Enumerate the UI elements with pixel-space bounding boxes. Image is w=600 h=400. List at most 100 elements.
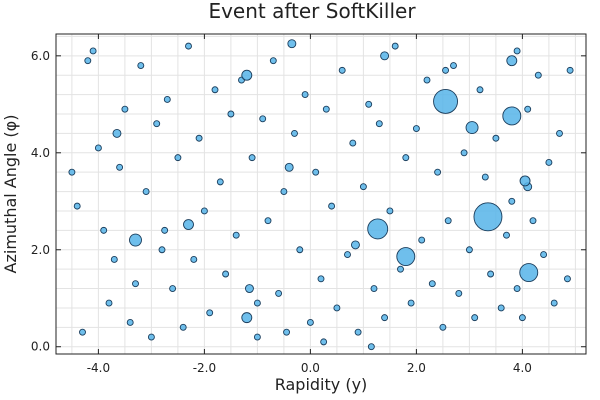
data-point — [129, 233, 142, 247]
data-point — [73, 202, 81, 210]
data-point — [412, 125, 420, 132]
data-point — [94, 144, 102, 152]
data-point — [418, 236, 426, 244]
data-point — [100, 226, 108, 234]
data-point — [524, 105, 532, 113]
data-point — [473, 202, 503, 232]
x-axis-label: Rapidity (y) — [275, 375, 368, 394]
axis-ticks: -4.0 -2.0 0.0 2.0 4.0 0.0 2.0 4.0 6.0 — [31, 34, 586, 375]
data-point — [241, 69, 253, 81]
data-point — [502, 106, 522, 126]
data-point — [487, 270, 495, 278]
data-point — [434, 168, 442, 176]
y-tick-label: 2.0 — [31, 243, 50, 257]
data-point — [306, 319, 314, 326]
x-tick-label: -4.0 — [87, 361, 110, 375]
data-point — [354, 328, 362, 336]
data-point — [126, 319, 134, 326]
y-tick-label: 4.0 — [31, 146, 50, 160]
data-point — [556, 129, 563, 137]
data-point — [322, 105, 330, 113]
data-point — [566, 66, 574, 74]
data-point — [275, 289, 283, 297]
data-point — [195, 134, 203, 142]
data-point — [397, 265, 404, 273]
data-point — [147, 333, 155, 341]
data-point — [481, 173, 489, 181]
data-point — [370, 285, 378, 292]
data-point — [367, 218, 389, 240]
data-point — [476, 86, 484, 94]
data-point — [283, 328, 290, 336]
data-point — [367, 343, 375, 351]
data-point — [455, 289, 463, 297]
data-point — [386, 207, 394, 215]
data-point — [121, 105, 129, 113]
data-point — [344, 251, 351, 259]
data-point — [110, 256, 118, 263]
data-point — [519, 175, 531, 187]
data-point — [380, 51, 390, 61]
y-tick-label: 0.0 — [31, 340, 50, 354]
data-point — [211, 86, 219, 94]
data-point — [444, 217, 452, 225]
data-point — [317, 275, 325, 283]
data-point — [465, 121, 479, 135]
plot-frame — [55, 33, 587, 355]
data-point — [185, 42, 192, 50]
chart-title: Event after SoftKiller — [208, 0, 416, 23]
data-point — [259, 115, 267, 123]
data-point — [206, 309, 214, 317]
data-point — [142, 188, 150, 196]
data-point — [423, 76, 431, 84]
data-point — [442, 66, 449, 74]
data-point — [391, 42, 399, 50]
data-point — [169, 285, 177, 292]
data-point — [296, 246, 304, 254]
data-point — [158, 246, 166, 254]
data-point — [222, 270, 230, 278]
data-point — [497, 304, 505, 312]
data-point — [284, 162, 294, 172]
data-point — [465, 246, 473, 254]
data-point — [287, 39, 297, 49]
data-point — [328, 202, 336, 210]
data-point — [349, 139, 357, 147]
data-point — [351, 240, 360, 250]
data-point — [116, 163, 124, 171]
data-point — [280, 188, 288, 196]
data-point — [84, 57, 92, 65]
data-point — [439, 323, 447, 331]
data-point — [89, 47, 97, 55]
data-point — [179, 323, 187, 331]
data-point — [183, 219, 194, 230]
data-point — [402, 154, 410, 162]
y-tick-label: 6.0 — [31, 49, 50, 63]
data-point — [291, 129, 298, 137]
data-point — [545, 159, 553, 166]
data-point — [79, 328, 86, 336]
data-point — [333, 304, 341, 312]
grid-lines — [56, 34, 586, 354]
data-point — [450, 62, 457, 69]
data-point — [375, 120, 383, 128]
data-point — [518, 314, 526, 322]
data-point — [200, 207, 208, 215]
data-point — [529, 217, 537, 225]
data-point — [381, 314, 389, 322]
data-point — [269, 57, 277, 65]
data-point — [216, 178, 224, 186]
data-point — [105, 299, 113, 307]
data-point — [513, 47, 521, 55]
data-point — [338, 66, 346, 74]
data-point — [564, 275, 571, 283]
x-tick-label: 4.0 — [513, 361, 532, 375]
data-point — [312, 168, 320, 176]
data-point — [174, 154, 182, 162]
data-point — [163, 96, 171, 103]
data-point — [253, 299, 261, 307]
data-point — [248, 154, 256, 162]
data-point — [428, 280, 436, 288]
data-point — [540, 251, 548, 259]
